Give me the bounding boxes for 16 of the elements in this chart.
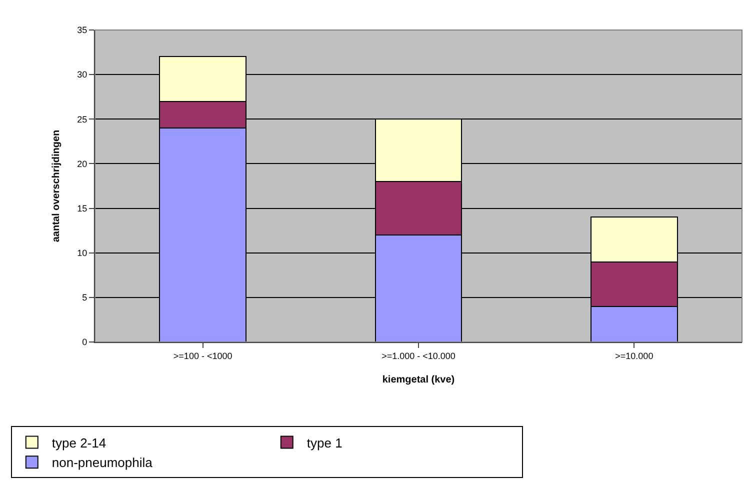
y-tick-label: 0 <box>82 337 88 348</box>
y-tick-label: 30 <box>77 70 88 80</box>
legend-label: type 1 <box>306 435 342 450</box>
y-tick-label: 25 <box>77 114 88 124</box>
y-tick-label: 35 <box>77 25 88 36</box>
y-tick-label: 20 <box>77 158 88 169</box>
y-axis-title: aantal overschrijdingen <box>51 130 62 242</box>
y-tick-label: 10 <box>77 248 88 258</box>
legend-label: type 2-14 <box>52 435 106 450</box>
x-tick-label: >=100 - <1000 <box>173 350 232 361</box>
x-axis-title: kiemgetal (kve) <box>382 374 455 386</box>
legend-label: non-pneumophila <box>52 455 154 470</box>
x-tick-label: >=10.000 <box>615 350 654 361</box>
y-tick-label: 15 <box>77 203 88 214</box>
x-tick-label: >=1.000 - <10.000 <box>382 350 456 361</box>
y-tick-label: 5 <box>82 292 88 303</box>
